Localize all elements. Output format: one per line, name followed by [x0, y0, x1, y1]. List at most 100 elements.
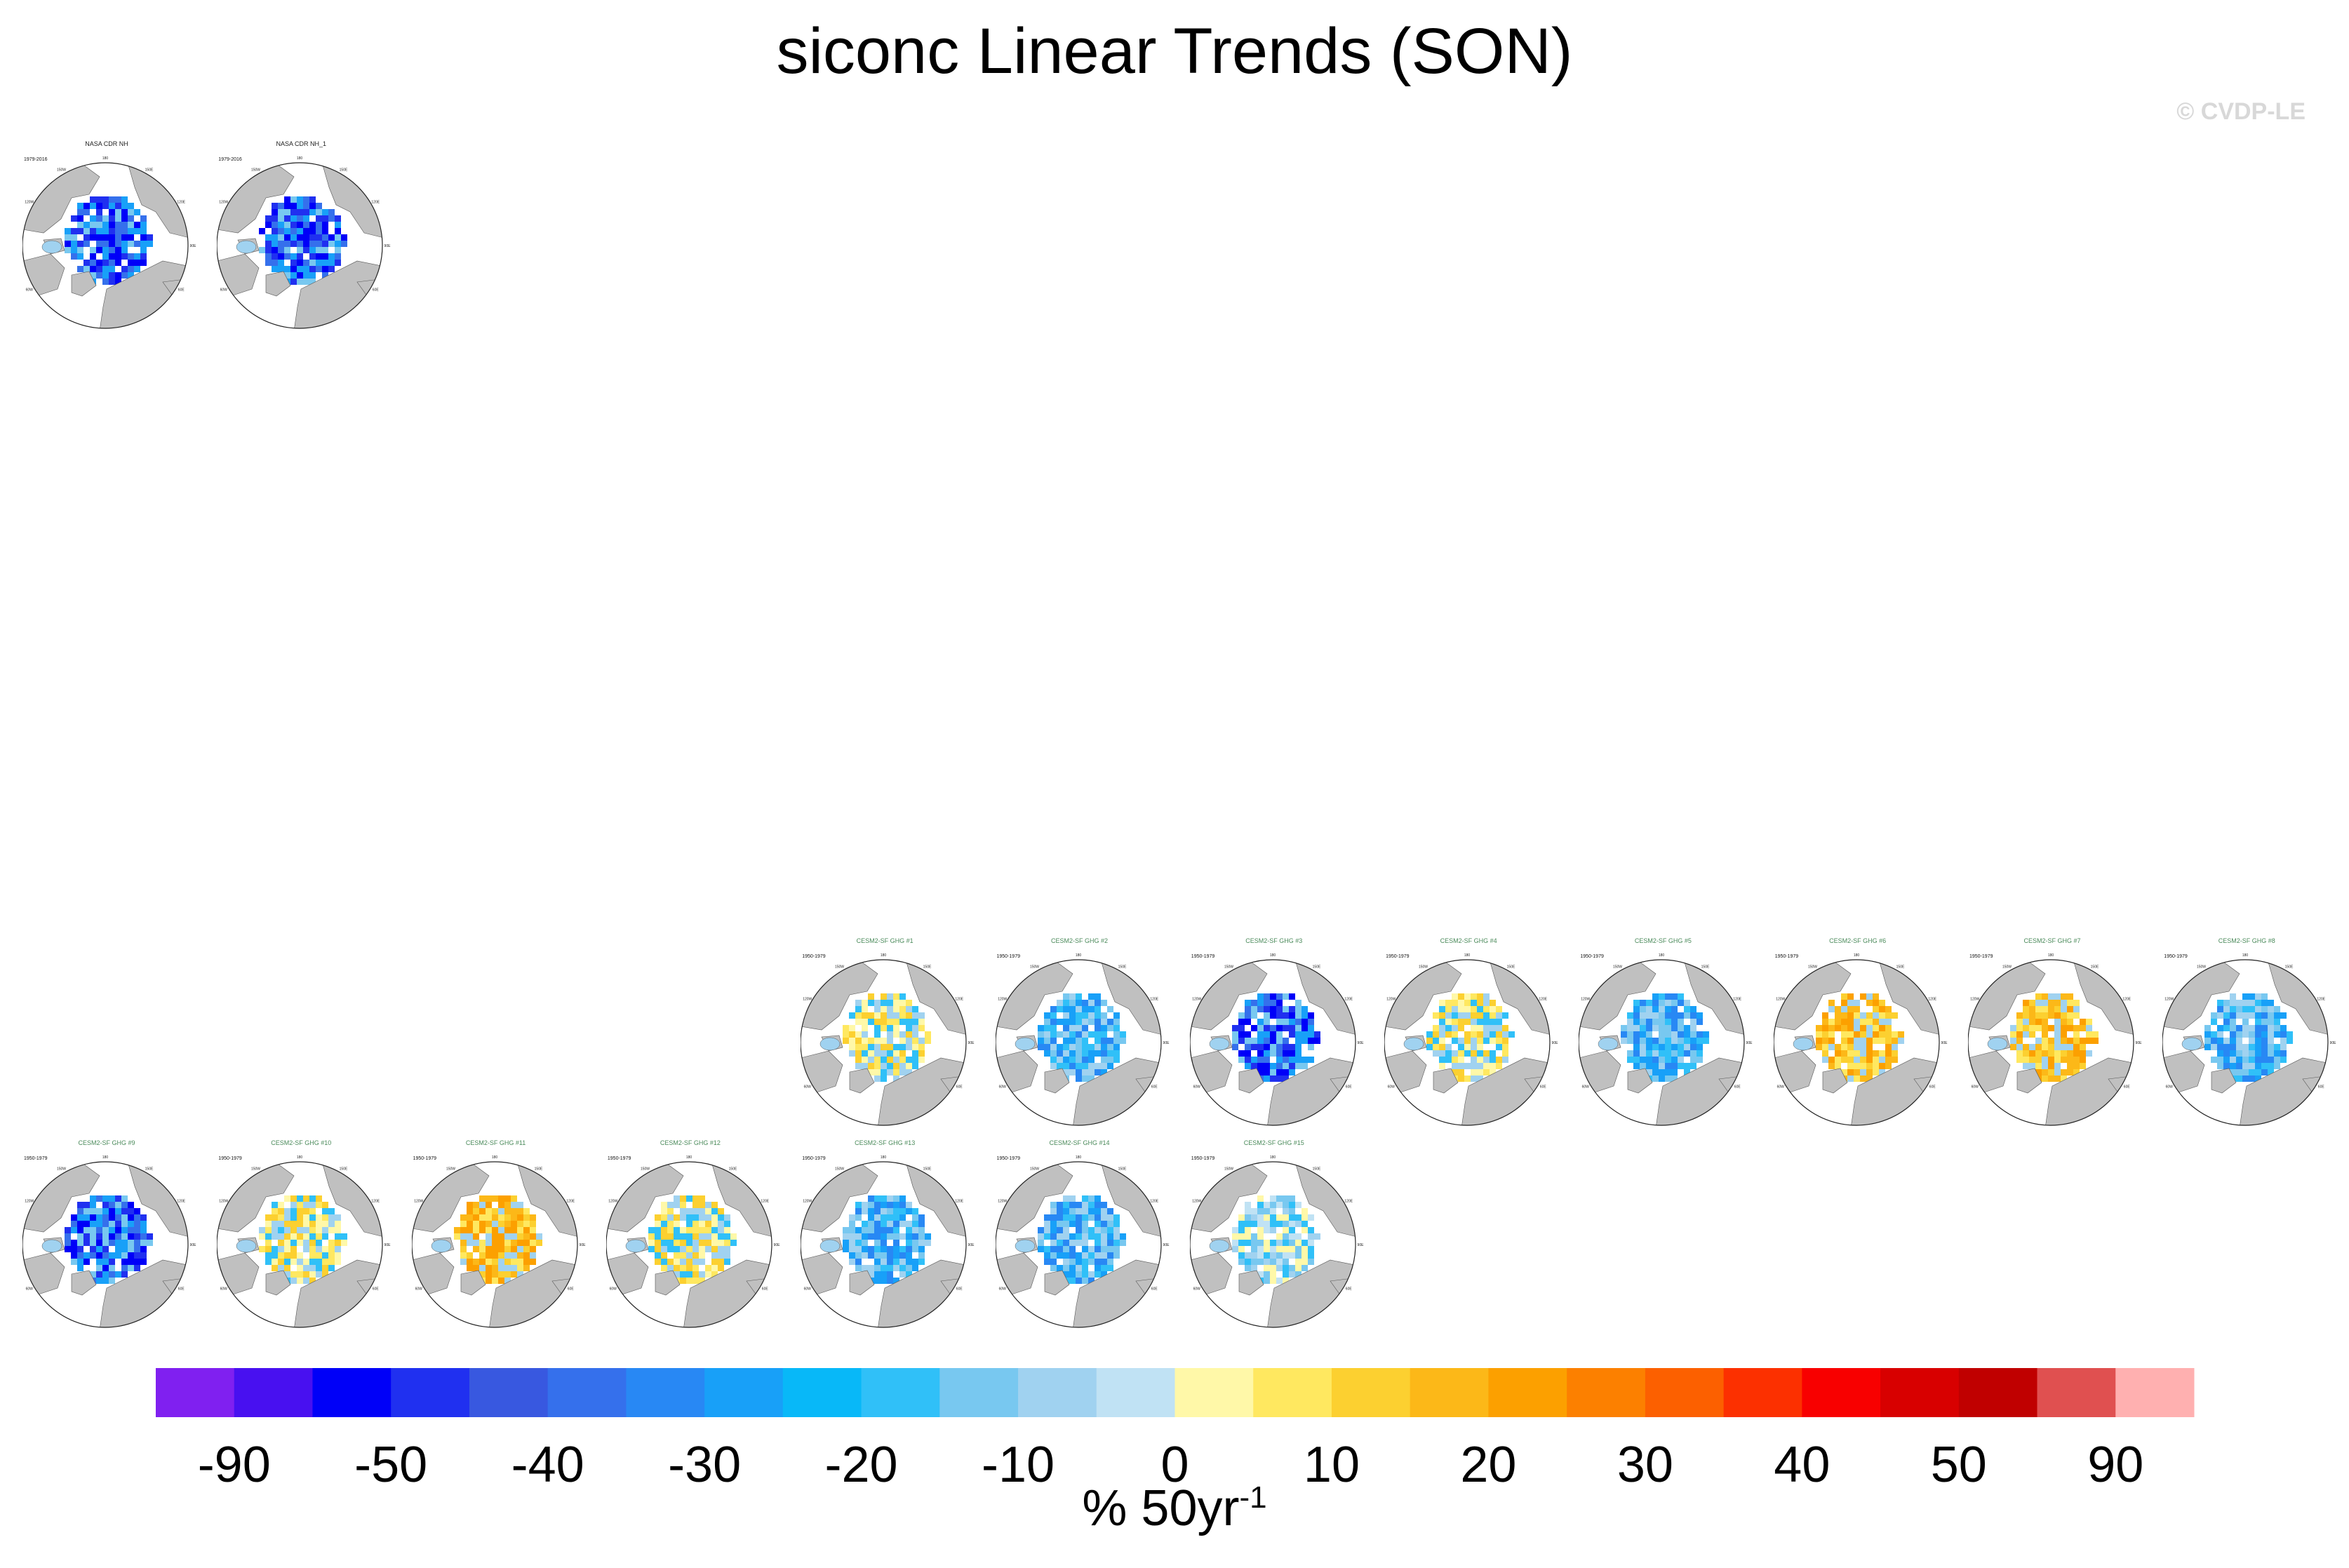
- svg-text:120W: 120W: [414, 1200, 423, 1204]
- panel-title: CESM2-SF GHG #8: [2218, 937, 2275, 944]
- map-panel: CESM2-SF GHG #3 1950-1979 180 150W 150E 120W 1…: [1189, 937, 1372, 1134]
- svg-text:120E: 120E: [1150, 998, 1158, 1002]
- colorbar-swatch: [1253, 1368, 1332, 1417]
- svg-text:120W: 120W: [803, 1200, 812, 1204]
- polar-map: 180150W150E120W120E90W90E60W60E0: [1384, 953, 1559, 1126]
- polar-map: 180150W150E120W120E90W90E60W60E0: [2162, 953, 2336, 1126]
- svg-text:120W: 120W: [2165, 998, 2174, 1002]
- colorbar-tick-label: -10: [982, 1437, 1055, 1493]
- svg-text:60E: 60E: [956, 1085, 963, 1090]
- svg-text:90E: 90E: [1552, 1041, 1559, 1045]
- colorbar-swatch: [1331, 1368, 1411, 1417]
- svg-text:90E: 90E: [579, 1243, 586, 1247]
- svg-text:150E: 150E: [1507, 965, 1515, 970]
- colorbar-swatch: [1880, 1368, 1960, 1417]
- svg-text:60E: 60E: [956, 1287, 963, 1292]
- svg-text:150E: 150E: [1312, 1167, 1320, 1172]
- panel-title: CESM2-SF GHG #12: [660, 1139, 721, 1146]
- svg-text:120W: 120W: [1776, 998, 1785, 1002]
- svg-text:150W: 150W: [835, 965, 844, 970]
- map-panel: CESM2-SF GHG #7 1950-1979 180 150W 150E 120W 1…: [1968, 937, 2150, 1134]
- polar-map: 180150W150E120W120E90W90E60W60E0: [1189, 1155, 1364, 1328]
- svg-text:120E: 120E: [1928, 998, 1936, 1002]
- colorbar-tick-label: -30: [668, 1437, 741, 1493]
- panel-years: 1950-1979: [24, 1156, 48, 1161]
- svg-text:150E: 150E: [1118, 1167, 1126, 1172]
- panel-years: 1950-1979: [218, 1156, 242, 1161]
- colorbar-swatch: [939, 1368, 1019, 1417]
- svg-text:90E: 90E: [1357, 1243, 1364, 1247]
- svg-text:180: 180: [881, 1155, 887, 1160]
- map-panel: CESM2-SF GHG #1 1950-1979 180 150W 150E 120W 1…: [801, 937, 983, 1134]
- svg-text:90E: 90E: [2136, 1041, 2143, 1045]
- colorbar-tick-label: 0: [1160, 1437, 1189, 1493]
- svg-text:60W: 60W: [1193, 1085, 1200, 1090]
- svg-text:120E: 120E: [1344, 998, 1353, 1002]
- polar-map: 180150W150E120W120E90W90E60W60E0: [605, 1155, 780, 1328]
- svg-text:150E: 150E: [534, 1167, 542, 1172]
- svg-text:90E: 90E: [968, 1243, 975, 1247]
- svg-text:60W: 60W: [998, 1287, 1006, 1292]
- map-panel: CESM2-SF GHG #5 1950-1979 180 150W 150E 120W 1…: [1579, 937, 1761, 1134]
- svg-text:90E: 90E: [190, 1243, 197, 1247]
- svg-text:180: 180: [1270, 953, 1276, 958]
- svg-text:60W: 60W: [804, 1085, 812, 1090]
- svg-text:150W: 150W: [1419, 965, 1428, 970]
- colorbar-swatch: [782, 1368, 862, 1417]
- polar-map: 180150W150E120W120E90W90E60W60E0: [217, 156, 391, 329]
- svg-text:60E: 60E: [178, 288, 185, 293]
- svg-text:60W: 60W: [220, 1287, 228, 1292]
- svg-text:90E: 90E: [1746, 1041, 1753, 1045]
- colorbar-swatch: [391, 1368, 470, 1417]
- svg-text:60W: 60W: [2166, 1085, 2174, 1090]
- panel-title: CESM2-SF GHG #10: [271, 1139, 332, 1146]
- svg-text:180: 180: [2048, 953, 2054, 958]
- svg-text:150W: 150W: [251, 168, 260, 173]
- svg-text:150E: 150E: [1118, 965, 1126, 970]
- svg-text:60W: 60W: [1582, 1085, 1590, 1090]
- svg-text:60W: 60W: [998, 1085, 1006, 1090]
- panel-title: NASA CDR NH_1: [276, 140, 327, 147]
- polar-map: 180150W150E120W120E90W90E60W60E0: [22, 156, 196, 329]
- colorbar-swatch: [1488, 1368, 1567, 1417]
- panel-title: CESM2-SF GHG #5: [1634, 937, 1692, 944]
- svg-text:150E: 150E: [2091, 965, 2099, 970]
- colorbar-tick-label: -50: [354, 1437, 427, 1493]
- colorbar-swatch: [1645, 1368, 1725, 1417]
- svg-text:60E: 60E: [1734, 1085, 1741, 1090]
- svg-text:60E: 60E: [1151, 1085, 1158, 1090]
- polar-map: 180150W150E120W120E90W90E60W60E0: [1579, 953, 1753, 1126]
- svg-text:150E: 150E: [1312, 965, 1320, 970]
- colorbar-tick-label: 10: [1304, 1437, 1360, 1493]
- panel-years: 1950-1979: [1774, 954, 1799, 959]
- svg-text:120W: 120W: [25, 1200, 34, 1204]
- svg-text:180: 180: [491, 1155, 497, 1160]
- svg-text:150W: 150W: [835, 1167, 844, 1172]
- svg-text:150W: 150W: [1613, 965, 1622, 970]
- svg-text:150E: 150E: [2285, 965, 2294, 970]
- panel-title: CESM2-SF GHG #14: [1049, 1139, 1110, 1146]
- panel-title: CESM2-SF GHG #13: [855, 1139, 916, 1146]
- svg-text:60E: 60E: [373, 288, 380, 293]
- svg-text:120E: 120E: [1344, 1200, 1353, 1204]
- colorbar-swatch: [547, 1368, 627, 1417]
- colorbar-swatch: [234, 1368, 313, 1417]
- svg-text:150E: 150E: [145, 1167, 154, 1172]
- svg-text:150E: 150E: [923, 1167, 932, 1172]
- svg-text:180: 180: [102, 156, 109, 161]
- svg-text:180: 180: [297, 1155, 303, 1160]
- svg-text:120E: 120E: [372, 1200, 380, 1204]
- colorbar-tick-label: -40: [511, 1437, 584, 1493]
- svg-text:120W: 120W: [1192, 998, 1201, 1002]
- svg-text:60E: 60E: [178, 1287, 185, 1292]
- svg-text:60W: 60W: [1388, 1085, 1396, 1090]
- svg-text:180: 180: [1075, 1155, 1081, 1160]
- svg-text:120E: 120E: [177, 201, 185, 205]
- panel-title: CESM2-SF GHG #6: [1829, 937, 1887, 944]
- colorbar-tick-label: 50: [1931, 1437, 1987, 1493]
- panel-years: 1950-1979: [607, 1156, 631, 1161]
- panel-title: NASA CDR NH: [85, 140, 128, 147]
- svg-text:180: 180: [102, 1155, 109, 1160]
- svg-text:150W: 150W: [2197, 965, 2206, 970]
- panel-years: 1950-1979: [996, 954, 1020, 959]
